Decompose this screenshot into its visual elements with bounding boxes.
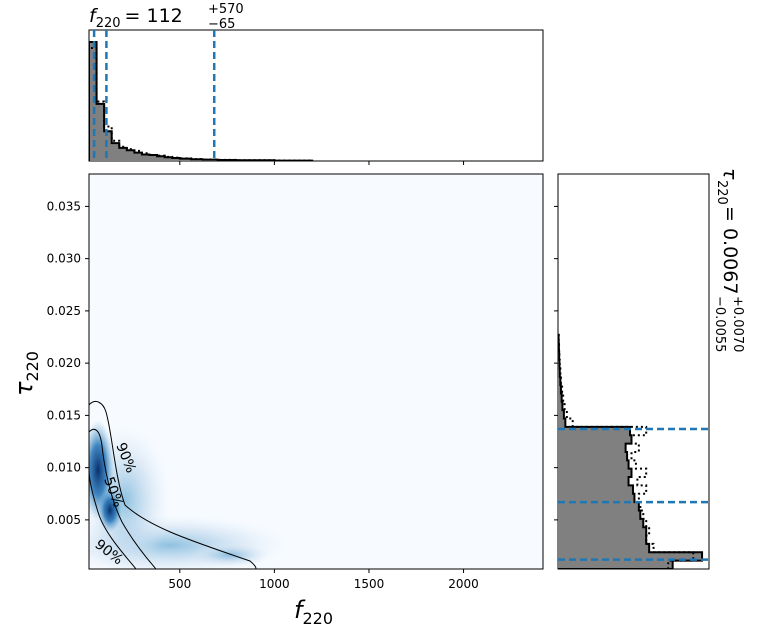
joint-density-panel: 500 1000 1500 2000 0.005 0.010 0.015 0.020 0.02… — [47, 173, 544, 591]
f-marginal-title-upper: +570 — [208, 2, 244, 17]
y-tick-label: 0.010 — [47, 461, 81, 475]
svg-text:220: 220 — [714, 180, 729, 205]
x-tick-label: 1500 — [354, 577, 385, 591]
y-tick-label: 0.020 — [47, 356, 81, 370]
f-marginal-frame — [88, 29, 544, 162]
contour-90-percent — [89, 401, 257, 569]
svg-text:−0.0055: −0.0055 — [712, 296, 727, 352]
tau-marginal-panel — [554, 173, 710, 570]
f-histogram-step — [89, 41, 314, 161]
y-tick-label: 0.015 — [47, 408, 81, 422]
f-histogram-fill — [89, 42, 313, 161]
density-heatmap — [89, 420, 290, 569]
svg-text:τ: τ — [719, 168, 741, 180]
y-tick-label: 0.030 — [47, 252, 81, 266]
f-marginal-title: f220 = 112 — [89, 5, 183, 31]
f-histogram-dotted — [89, 46, 314, 161]
x-tick-label: 500 — [168, 577, 191, 591]
f-marginal-panel — [88, 29, 544, 165]
tau-histogram-fill — [558, 334, 703, 569]
x-tick-label: 2000 — [448, 577, 479, 591]
y-tick-label: 0.035 — [47, 199, 81, 213]
y-tick-label: 0.005 — [47, 513, 81, 527]
svg-text:= 0.0067: = 0.0067 — [719, 206, 741, 294]
x-axis-label: f220 — [294, 596, 333, 628]
y-tick-label: 0.025 — [47, 304, 81, 318]
contour-50-percent — [89, 428, 157, 569]
svg-text:+0.0070: +0.0070 — [730, 296, 745, 352]
y-axis-label: τ220 — [10, 351, 42, 396]
tau-histogram-step — [558, 333, 704, 569]
x-tick-label: 1000 — [259, 577, 290, 591]
tau-marginal-title: τ 220 = 0.0067 +0.0070 −0.0055 — [712, 168, 745, 352]
joint-density-frame — [88, 173, 544, 570]
f-marginal-title-lower: −65 — [208, 17, 235, 32]
